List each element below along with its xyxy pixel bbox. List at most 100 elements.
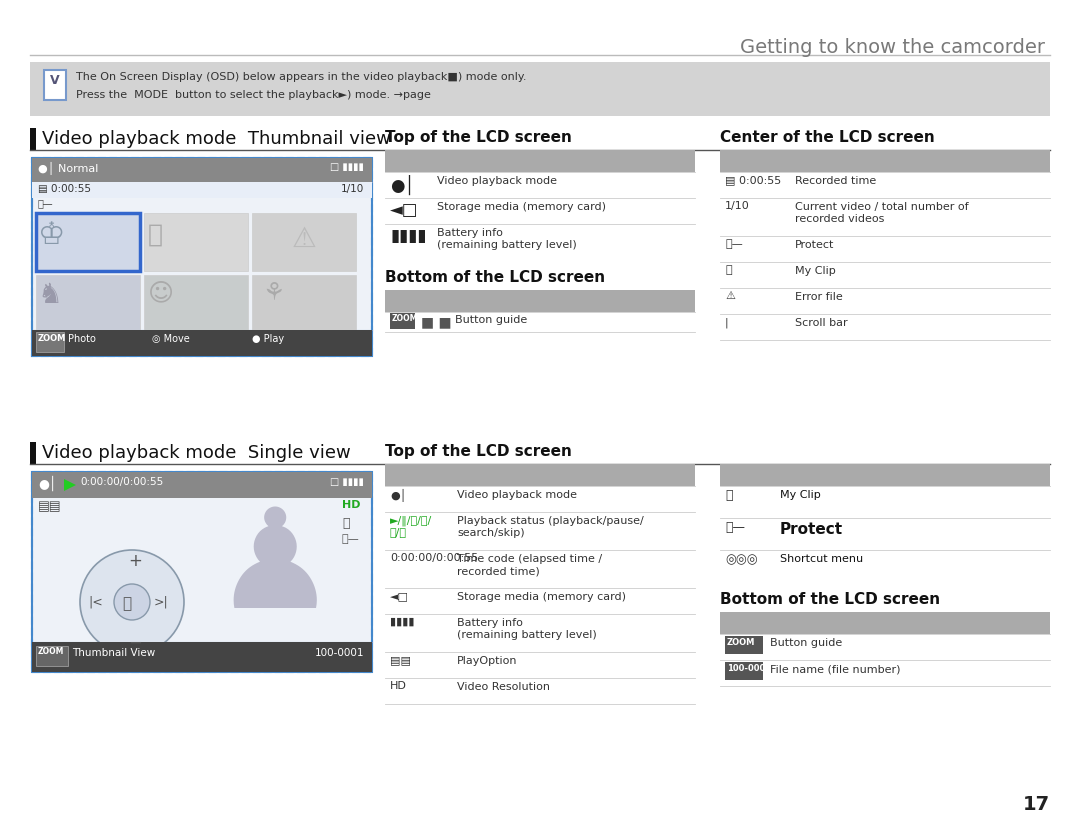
- Text: +: +: [129, 552, 141, 570]
- Text: ⚿—: ⚿—: [725, 239, 743, 249]
- Bar: [144, 275, 248, 333]
- Text: Video playback mode: Video playback mode: [437, 176, 557, 186]
- Bar: [32, 158, 372, 356]
- Text: □ ▮▮▮▮: □ ▮▮▮▮: [330, 162, 364, 172]
- Text: Video playback mode  Single view: Video playback mode Single view: [42, 444, 351, 462]
- Bar: [32, 158, 372, 182]
- Text: ▮▮▮▮: ▮▮▮▮: [390, 617, 415, 627]
- Circle shape: [80, 550, 184, 654]
- Bar: [32, 642, 372, 672]
- Text: My Clip: My Clip: [795, 266, 836, 276]
- Text: ◎◎◎: ◎◎◎: [725, 553, 758, 566]
- Bar: [725, 662, 762, 680]
- Text: Top of the LCD screen: Top of the LCD screen: [384, 130, 572, 145]
- Text: V: V: [50, 74, 59, 87]
- Text: Getting to know the camcorder: Getting to know the camcorder: [740, 38, 1045, 57]
- Text: Bottom of the LCD screen: Bottom of the LCD screen: [720, 592, 940, 607]
- Text: HD: HD: [390, 681, 407, 691]
- Text: ●│ Normal: ●│ Normal: [38, 162, 98, 175]
- Text: Storage media (memory card): Storage media (memory card): [457, 592, 626, 602]
- Bar: [32, 158, 372, 356]
- Bar: [384, 150, 696, 172]
- Text: (remaining battery level): (remaining battery level): [437, 240, 577, 250]
- Text: ⚿—: ⚿—: [38, 198, 54, 208]
- Text: recorded videos: recorded videos: [795, 214, 885, 224]
- Text: >|: >|: [154, 596, 168, 609]
- Text: |: |: [725, 317, 729, 328]
- Text: Scroll bar: Scroll bar: [795, 318, 848, 328]
- Text: ⚿—: ⚿—: [725, 521, 745, 534]
- Text: recorded time): recorded time): [457, 566, 540, 576]
- Text: Battery info: Battery info: [457, 618, 523, 628]
- Bar: [720, 464, 1050, 486]
- Text: 0:00:00/0:00:55: 0:00:00/0:00:55: [80, 477, 163, 487]
- Bar: [30, 128, 36, 150]
- Text: Press the  MODE  button to select the playback►) mode. →page: Press the MODE button to select the play…: [76, 90, 431, 100]
- Bar: [720, 150, 1050, 172]
- Bar: [384, 464, 696, 486]
- Text: −: −: [129, 634, 141, 652]
- Text: Bottom of the LCD screen: Bottom of the LCD screen: [384, 270, 605, 285]
- Text: |<: |<: [87, 596, 103, 609]
- Circle shape: [114, 584, 150, 620]
- Bar: [36, 213, 140, 271]
- Text: ►/‖/⏪/⏩/
⏮/⏭: ►/‖/⏪/⏩/ ⏮/⏭: [390, 515, 432, 537]
- Text: Playback status (playback/pause/: Playback status (playback/pause/: [457, 516, 644, 526]
- Text: ⭐: ⭐: [725, 489, 732, 502]
- Bar: [32, 330, 372, 356]
- Text: 17: 17: [1023, 795, 1050, 814]
- Text: Photo: Photo: [68, 334, 96, 344]
- Text: Button guide: Button guide: [770, 638, 842, 648]
- Bar: [36, 213, 140, 271]
- Text: 1/10: 1/10: [725, 201, 750, 211]
- Text: Video Resolution: Video Resolution: [457, 682, 550, 692]
- Text: ◄□: ◄□: [390, 201, 419, 219]
- Text: Battery info: Battery info: [437, 228, 503, 238]
- Bar: [390, 313, 415, 329]
- Text: ◎ Move: ◎ Move: [152, 334, 190, 344]
- Text: ▮▮▮▮: ▮▮▮▮: [390, 227, 427, 245]
- Text: 100-0001: 100-0001: [314, 648, 364, 658]
- Text: ⚘: ⚘: [262, 281, 284, 305]
- Text: ☺: ☺: [148, 281, 174, 305]
- Text: ●│: ●│: [390, 175, 415, 196]
- Text: Current video / total number of: Current video / total number of: [795, 202, 969, 212]
- Bar: [32, 472, 372, 498]
- Bar: [36, 646, 68, 666]
- Text: ♞: ♞: [38, 281, 63, 309]
- Text: ● Play: ● Play: [252, 334, 284, 344]
- Text: ZOOM: ZOOM: [38, 334, 66, 343]
- Text: Protect: Protect: [780, 522, 843, 537]
- Text: PlayOption: PlayOption: [457, 656, 517, 666]
- Text: ⏸: ⏸: [122, 596, 131, 611]
- Text: Protect: Protect: [795, 240, 835, 250]
- Bar: [32, 472, 372, 672]
- Text: Recorded time: Recorded time: [795, 176, 876, 186]
- Text: The On Screen Display (OSD) below appears in the video playback■) mode only.: The On Screen Display (OSD) below appear…: [76, 72, 527, 82]
- Text: 0:00:00/0:00:55: 0:00:00/0:00:55: [390, 553, 478, 563]
- Bar: [720, 612, 1050, 634]
- Text: ZOOM: ZOOM: [727, 638, 755, 647]
- Text: ⛵: ⛵: [148, 223, 163, 247]
- Text: Center of the LCD screen: Center of the LCD screen: [720, 130, 935, 145]
- Text: Video playback mode  Thumbnail view: Video playback mode Thumbnail view: [42, 130, 391, 148]
- Text: ZOOM: ZOOM: [38, 647, 65, 656]
- Text: ▤ 0:00:55: ▤ 0:00:55: [38, 184, 91, 194]
- Bar: [252, 213, 356, 271]
- Text: ●│: ●│: [390, 489, 406, 502]
- Text: ⭐: ⭐: [342, 517, 350, 530]
- Polygon shape: [64, 479, 76, 491]
- Bar: [725, 636, 762, 654]
- Text: My Clip: My Clip: [780, 490, 821, 500]
- Text: Video playback mode: Video playback mode: [457, 490, 577, 500]
- Text: Thumbnail View: Thumbnail View: [72, 648, 156, 658]
- Bar: [30, 62, 1050, 116]
- Bar: [32, 182, 372, 198]
- Text: □ ▮▮▮▮: □ ▮▮▮▮: [330, 477, 364, 487]
- Text: ⭐: ⭐: [725, 265, 731, 275]
- Text: ♟: ♟: [212, 502, 337, 637]
- Bar: [144, 213, 248, 271]
- Text: Shortcut menu: Shortcut menu: [780, 554, 863, 564]
- Text: (remaining battery level): (remaining battery level): [457, 630, 597, 640]
- Bar: [32, 472, 372, 672]
